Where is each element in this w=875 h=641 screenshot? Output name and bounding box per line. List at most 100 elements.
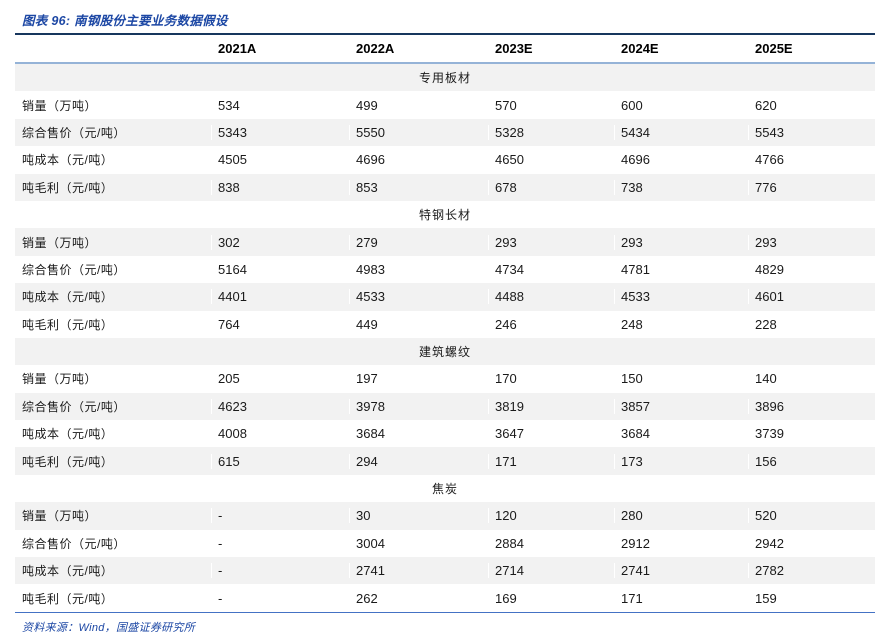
cell-value: 4505 bbox=[218, 152, 247, 168]
cell-value: 4983 bbox=[356, 261, 385, 277]
cell-value: 3684 bbox=[356, 426, 385, 442]
row-label: 综合售价（元/吨） bbox=[22, 262, 126, 277]
cell-value: 197 bbox=[356, 371, 378, 387]
table-row: 吨毛利（元/吨） - 262 169 171 159 bbox=[15, 584, 875, 611]
col-header-2025e: 2025E bbox=[755, 41, 793, 56]
cell-value: 4781 bbox=[621, 261, 650, 277]
cell-value: 170 bbox=[495, 371, 517, 387]
cell-value: 5543 bbox=[748, 125, 875, 140]
row-label: 销量（万吨） bbox=[22, 235, 98, 250]
cell-value: 853 bbox=[349, 180, 488, 195]
table-row: 吨毛利（元/吨） 615 294 171 173 156 bbox=[15, 447, 875, 475]
cell-value: 293 bbox=[488, 235, 614, 250]
row-label: 综合售价（元/吨） bbox=[22, 399, 126, 414]
cell-value: 5343 bbox=[211, 125, 349, 140]
row-label: 销量（万吨） bbox=[22, 509, 98, 524]
cell-value: 205 bbox=[218, 371, 240, 387]
source-note: 资料来源：Wind，国盛证券研究所 bbox=[22, 621, 196, 634]
table-row: 综合售价（元/吨） - 3004 2884 2912 2942 bbox=[15, 530, 875, 557]
cell-value: 499 bbox=[356, 97, 378, 113]
row-label: 吨毛利（元/吨） bbox=[22, 591, 114, 606]
cell-value: 4623 bbox=[211, 399, 349, 414]
cell-value: 776 bbox=[748, 180, 875, 195]
cell-value: 2782 bbox=[748, 563, 875, 578]
table-row: 吨毛利（元/吨） 764 449 246 248 228 bbox=[15, 311, 875, 338]
cell-value: 30 bbox=[349, 508, 488, 523]
cell-value: 2942 bbox=[755, 535, 784, 551]
cell-value: 764 bbox=[218, 316, 240, 332]
cell-value: 293 bbox=[748, 235, 875, 250]
cell-value: 120 bbox=[488, 508, 614, 523]
cell-value: 4401 bbox=[211, 289, 349, 304]
cell-value: 302 bbox=[211, 235, 349, 250]
cell-value: 5550 bbox=[349, 125, 488, 140]
table-row: 吨成本（元/吨） 4008 3684 3647 3684 3739 bbox=[15, 420, 875, 447]
cell-value: 2912 bbox=[621, 535, 650, 551]
cell-value: 2884 bbox=[495, 535, 524, 551]
cell-value: 4766 bbox=[755, 152, 784, 168]
table-row: 综合售价（元/吨） 5164 4983 4734 4781 4829 bbox=[15, 256, 875, 283]
section-title: 建筑螺纹 bbox=[418, 345, 471, 360]
cell-value: 838 bbox=[211, 180, 349, 195]
cell-value: 171 bbox=[621, 590, 643, 606]
cell-value: 4008 bbox=[218, 426, 247, 442]
cell-value: 570 bbox=[495, 97, 517, 113]
cell-value: 169 bbox=[495, 590, 517, 606]
cell-value: - bbox=[218, 590, 223, 606]
table-row: 销量（万吨） 534 499 570 600 620 bbox=[15, 91, 875, 118]
section-header-row: 特钢长材 bbox=[15, 201, 875, 228]
cell-value: 3896 bbox=[748, 399, 875, 414]
cell-value: 5164 bbox=[218, 261, 247, 277]
cell-value: 4696 bbox=[621, 152, 650, 168]
row-label: 吨成本（元/吨） bbox=[22, 427, 114, 442]
cell-value: 171 bbox=[488, 454, 614, 469]
table-row: 销量（万吨） -30 120 280 520 bbox=[15, 502, 875, 530]
cell-value: 248 bbox=[621, 316, 643, 332]
col-header-2023e: 2023E bbox=[495, 41, 533, 56]
cell-value: - bbox=[211, 508, 349, 523]
cell-value: 4696 bbox=[356, 152, 385, 168]
row-label: 吨毛利（元/吨） bbox=[22, 454, 114, 469]
table-row: 综合售价（元/吨） 4623 3978 3819 3857 3896 bbox=[15, 392, 875, 421]
cell-value: 3739 bbox=[755, 426, 784, 442]
table-row: 销量（万吨） 302 279 293 293 293 bbox=[15, 228, 875, 256]
cell-value: 150 bbox=[621, 371, 643, 387]
col-header-2024e: 2024E bbox=[621, 41, 659, 56]
table-row: 吨成本（元/吨） -2741 2714 2741 2782 bbox=[15, 557, 875, 585]
cell-value: 2741 bbox=[349, 563, 488, 578]
cell-value: 159 bbox=[755, 590, 777, 606]
cell-value: - bbox=[218, 535, 223, 551]
cell-value: 615 bbox=[211, 454, 349, 469]
section-title: 特钢长材 bbox=[418, 208, 471, 223]
cell-value: 449 bbox=[356, 316, 378, 332]
cell-value: 534 bbox=[218, 97, 240, 113]
cell-value: 3857 bbox=[614, 399, 748, 414]
table-row: 销量（万吨） 205 197 170 150 140 bbox=[15, 365, 875, 392]
cell-value: 3819 bbox=[488, 399, 614, 414]
figure-title: 图表 96: 南钢股份主要业务数据假设 bbox=[22, 14, 228, 28]
row-label: 吨毛利（元/吨） bbox=[22, 180, 114, 195]
cell-value: 4488 bbox=[488, 289, 614, 304]
section-title: 专用板材 bbox=[418, 71, 471, 86]
cell-value: 3004 bbox=[356, 535, 385, 551]
cell-value: 678 bbox=[488, 180, 614, 195]
data-table: 2021A 2022A 2023E 2024E 2025E 专用板材销量（万吨）… bbox=[15, 33, 875, 613]
cell-value: 4734 bbox=[495, 261, 524, 277]
table-body: 专用板材 销量（万吨） 534 499 570 600 620 综合售价（元/吨） 5343 55… bbox=[15, 64, 875, 612]
table-row: 吨成本（元/吨） 4505 4696 4650 4696 4766 bbox=[15, 146, 875, 173]
cell-value: 4533 bbox=[614, 289, 748, 304]
cell-value: 620 bbox=[755, 97, 777, 113]
cell-value: 2714 bbox=[488, 563, 614, 578]
cell-value: 140 bbox=[755, 371, 777, 387]
cell-value: 293 bbox=[614, 235, 748, 250]
col-header-2021a: 2021A bbox=[218, 41, 257, 56]
cell-value: 228 bbox=[755, 316, 777, 332]
row-label: 综合售价（元/吨） bbox=[22, 125, 126, 140]
row-label: 综合售价（元/吨） bbox=[22, 536, 126, 551]
table-row: 吨毛利（元/吨） 838 853 678 738 776 bbox=[15, 173, 875, 201]
table-header-row: 2021A 2022A 2023E 2024E 2025E bbox=[15, 35, 875, 64]
row-label: 吨成本（元/吨） bbox=[22, 564, 114, 579]
cell-value: 246 bbox=[495, 316, 517, 332]
row-label: 吨毛利（元/吨） bbox=[22, 317, 114, 332]
